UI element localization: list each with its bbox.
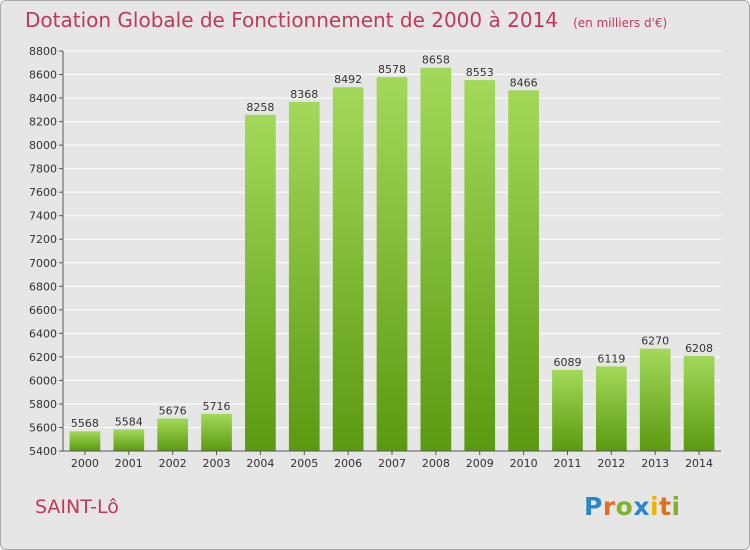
y-tick-label: 8200 (29, 116, 57, 129)
x-tick-label-2005: 2005 (290, 457, 318, 470)
data-labels: 5568 5584 5676 5716 8258 8368 8492 8578 8658 8553… (71, 54, 713, 431)
bar-2001 (113, 429, 145, 451)
bar-2013 (639, 348, 671, 451)
y-tick-label: 5400 (29, 445, 57, 458)
data-label-2012: 6119 (597, 352, 625, 365)
data-label-2003: 5716 (203, 400, 231, 413)
x-tick-label-2011: 2011 (553, 457, 581, 470)
x-tick-label-2007: 2007 (378, 457, 406, 470)
bar-2002 (157, 418, 189, 451)
data-label-2014: 6208 (685, 342, 713, 355)
logo-letter: P (584, 492, 603, 521)
x-axis-ticks: 2000 2001 2002 2003 2004 2005 2006 2007 2008 2009… (71, 451, 713, 470)
unit-note: (en milliers d'€) (573, 16, 668, 30)
bar-2009 (464, 80, 496, 451)
bar-2005 (288, 101, 320, 451)
y-tick-label: 5600 (29, 421, 57, 434)
y-tick-label: 8400 (29, 92, 57, 105)
data-label-2001: 5584 (115, 415, 143, 428)
commune-name: SAINT-Lô (35, 496, 119, 518)
data-label-2004: 8258 (246, 101, 274, 114)
logo-letter: i (671, 492, 681, 521)
x-tick-label-2006: 2006 (334, 457, 362, 470)
y-tick-label: 7800 (29, 163, 57, 176)
data-label-2002: 5676 (159, 405, 187, 418)
x-tick-label-2008: 2008 (422, 457, 450, 470)
y-tick-label: 5800 (29, 398, 57, 411)
data-label-2009: 8553 (466, 66, 494, 79)
logo-letter: r (602, 492, 616, 521)
logo-letter: x (633, 492, 650, 521)
x-tick-label-2009: 2009 (466, 457, 494, 470)
y-tick-label: 6400 (29, 327, 57, 340)
proxiti-logo[interactable]: Proxiti (584, 492, 681, 521)
x-tick-label-2002: 2002 (159, 457, 187, 470)
data-label-2000: 5568 (71, 417, 99, 430)
data-label-2008: 8658 (422, 54, 450, 67)
x-tick-label-2010: 2010 (510, 457, 538, 470)
bar-2014 (683, 355, 715, 451)
logo-letter: i (650, 492, 660, 521)
x-tick-label-2013: 2013 (641, 457, 669, 470)
chart-title-line: Dotation Globale de Fonctionnement de 20… (25, 8, 667, 32)
y-tick-label: 6600 (29, 304, 57, 317)
x-tick-label-2003: 2003 (203, 457, 231, 470)
y-tick-label: 7200 (29, 233, 57, 246)
y-tick-label: 8600 (29, 69, 57, 82)
bar-2012 (595, 366, 627, 451)
data-label-2013: 6270 (641, 335, 669, 348)
data-label-2011: 6089 (553, 356, 581, 369)
y-tick-label: 6000 (29, 374, 57, 387)
x-tick-label-2004: 2004 (246, 457, 274, 470)
y-tick-label: 7600 (29, 186, 57, 199)
y-tick-label: 8000 (29, 139, 57, 152)
y-tick-label: 7400 (29, 210, 57, 223)
bar-2008 (420, 67, 452, 452)
bar-2010 (508, 90, 539, 451)
logo-letter: o (615, 492, 634, 521)
bar-2000 (69, 431, 101, 451)
x-tick-label-2012: 2012 (597, 457, 625, 470)
bar-2007 (376, 77, 408, 451)
data-label-2005: 8368 (290, 88, 318, 101)
bars (69, 67, 715, 452)
data-label-2006: 8492 (334, 73, 362, 86)
data-label-2007: 8578 (378, 63, 406, 76)
x-tick-label-2001: 2001 (115, 457, 143, 470)
y-tick-label: 6800 (29, 280, 57, 293)
logo-letter: t (659, 492, 672, 521)
x-tick-label-2000: 2000 (71, 457, 99, 470)
bar-2011 (552, 369, 583, 451)
y-tick-label: 7000 (29, 257, 57, 270)
y-tick-label: 8800 (29, 45, 57, 58)
data-label-2010: 8466 (510, 76, 538, 89)
chart-title: Dotation Globale de Fonctionnement de 20… (25, 8, 558, 32)
bar-2006 (332, 87, 364, 451)
bar-2003 (201, 413, 232, 451)
y-tick-label: 6200 (29, 351, 57, 364)
x-tick-label-2014: 2014 (685, 457, 713, 470)
bar-2004 (245, 114, 276, 451)
